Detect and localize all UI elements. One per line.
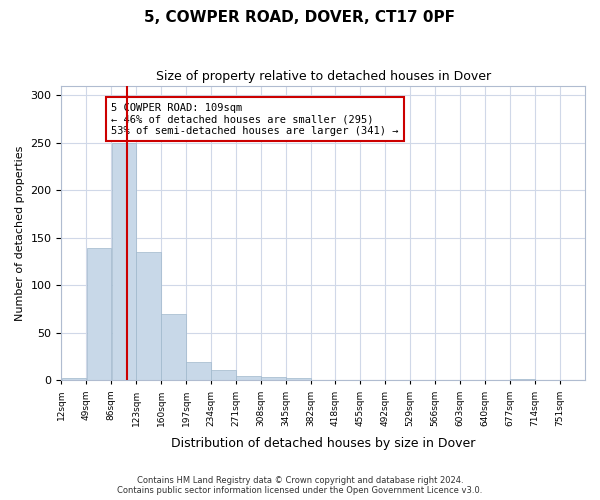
Bar bbox=[136, 252, 161, 380]
Bar bbox=[286, 378, 311, 380]
Text: 5 COWPER ROAD: 109sqm
← 46% of detached houses are smaller (295)
53% of semi-det: 5 COWPER ROAD: 109sqm ← 46% of detached … bbox=[112, 102, 399, 136]
Bar bbox=[510, 378, 535, 380]
X-axis label: Distribution of detached houses by size in Dover: Distribution of detached houses by size … bbox=[171, 437, 475, 450]
Title: Size of property relative to detached houses in Dover: Size of property relative to detached ho… bbox=[155, 70, 491, 83]
Bar bbox=[236, 376, 261, 380]
Bar bbox=[187, 362, 211, 380]
Bar bbox=[112, 142, 136, 380]
Bar bbox=[161, 314, 186, 380]
Bar bbox=[261, 376, 286, 380]
Bar bbox=[86, 248, 111, 380]
Bar bbox=[62, 378, 86, 380]
Text: Contains HM Land Registry data © Crown copyright and database right 2024.
Contai: Contains HM Land Registry data © Crown c… bbox=[118, 476, 482, 495]
Text: 5, COWPER ROAD, DOVER, CT17 0PF: 5, COWPER ROAD, DOVER, CT17 0PF bbox=[145, 10, 455, 25]
Bar bbox=[211, 370, 236, 380]
Y-axis label: Number of detached properties: Number of detached properties bbox=[15, 146, 25, 320]
